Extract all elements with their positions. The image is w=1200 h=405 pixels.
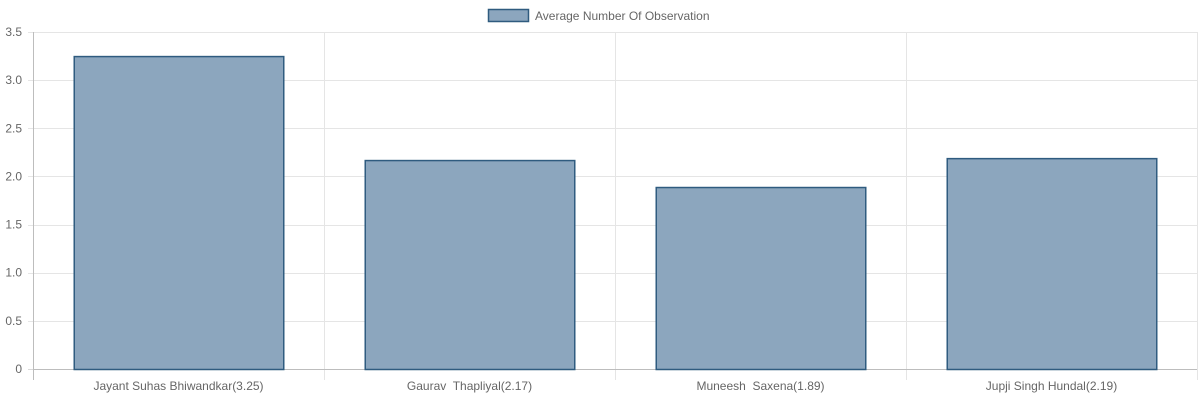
bar[interactable] (364, 159, 576, 371)
y-tick-label: 0 (15, 362, 22, 376)
bar[interactable] (73, 55, 285, 371)
y-tick-label: 3.5 (5, 25, 22, 39)
bar[interactable] (946, 157, 1158, 371)
y-tick-label: 1.0 (5, 266, 22, 280)
legend[interactable]: Average Number Of Observation (487, 8, 710, 23)
bar[interactable] (655, 186, 867, 371)
x-tick-label: Jayant Suhas Bhiwandkar(3.25) (93, 379, 263, 393)
legend-swatch[interactable] (487, 8, 530, 23)
y-axis: 0 0.5 1.0 1.5 2.0 2.5 3.0 3.5 (5, 25, 33, 376)
bars (73, 55, 1158, 371)
y-tick-label: 3.0 (5, 73, 22, 87)
y-tick-label: 1.5 (5, 218, 22, 232)
x-tick-label: Gaurav Thapliyal(2.17) (407, 379, 532, 393)
x-tick-label: Muneesh Saxena(1.89) (696, 379, 824, 393)
y-tick-label: 2.0 (5, 169, 22, 183)
y-tick-label: 0.5 (5, 314, 22, 328)
legend-label[interactable]: Average Number Of Observation (535, 9, 710, 23)
x-tick-label: Jupji Singh Hundal(2.19) (986, 379, 1117, 393)
y-tick-label: 2.5 (5, 121, 22, 135)
